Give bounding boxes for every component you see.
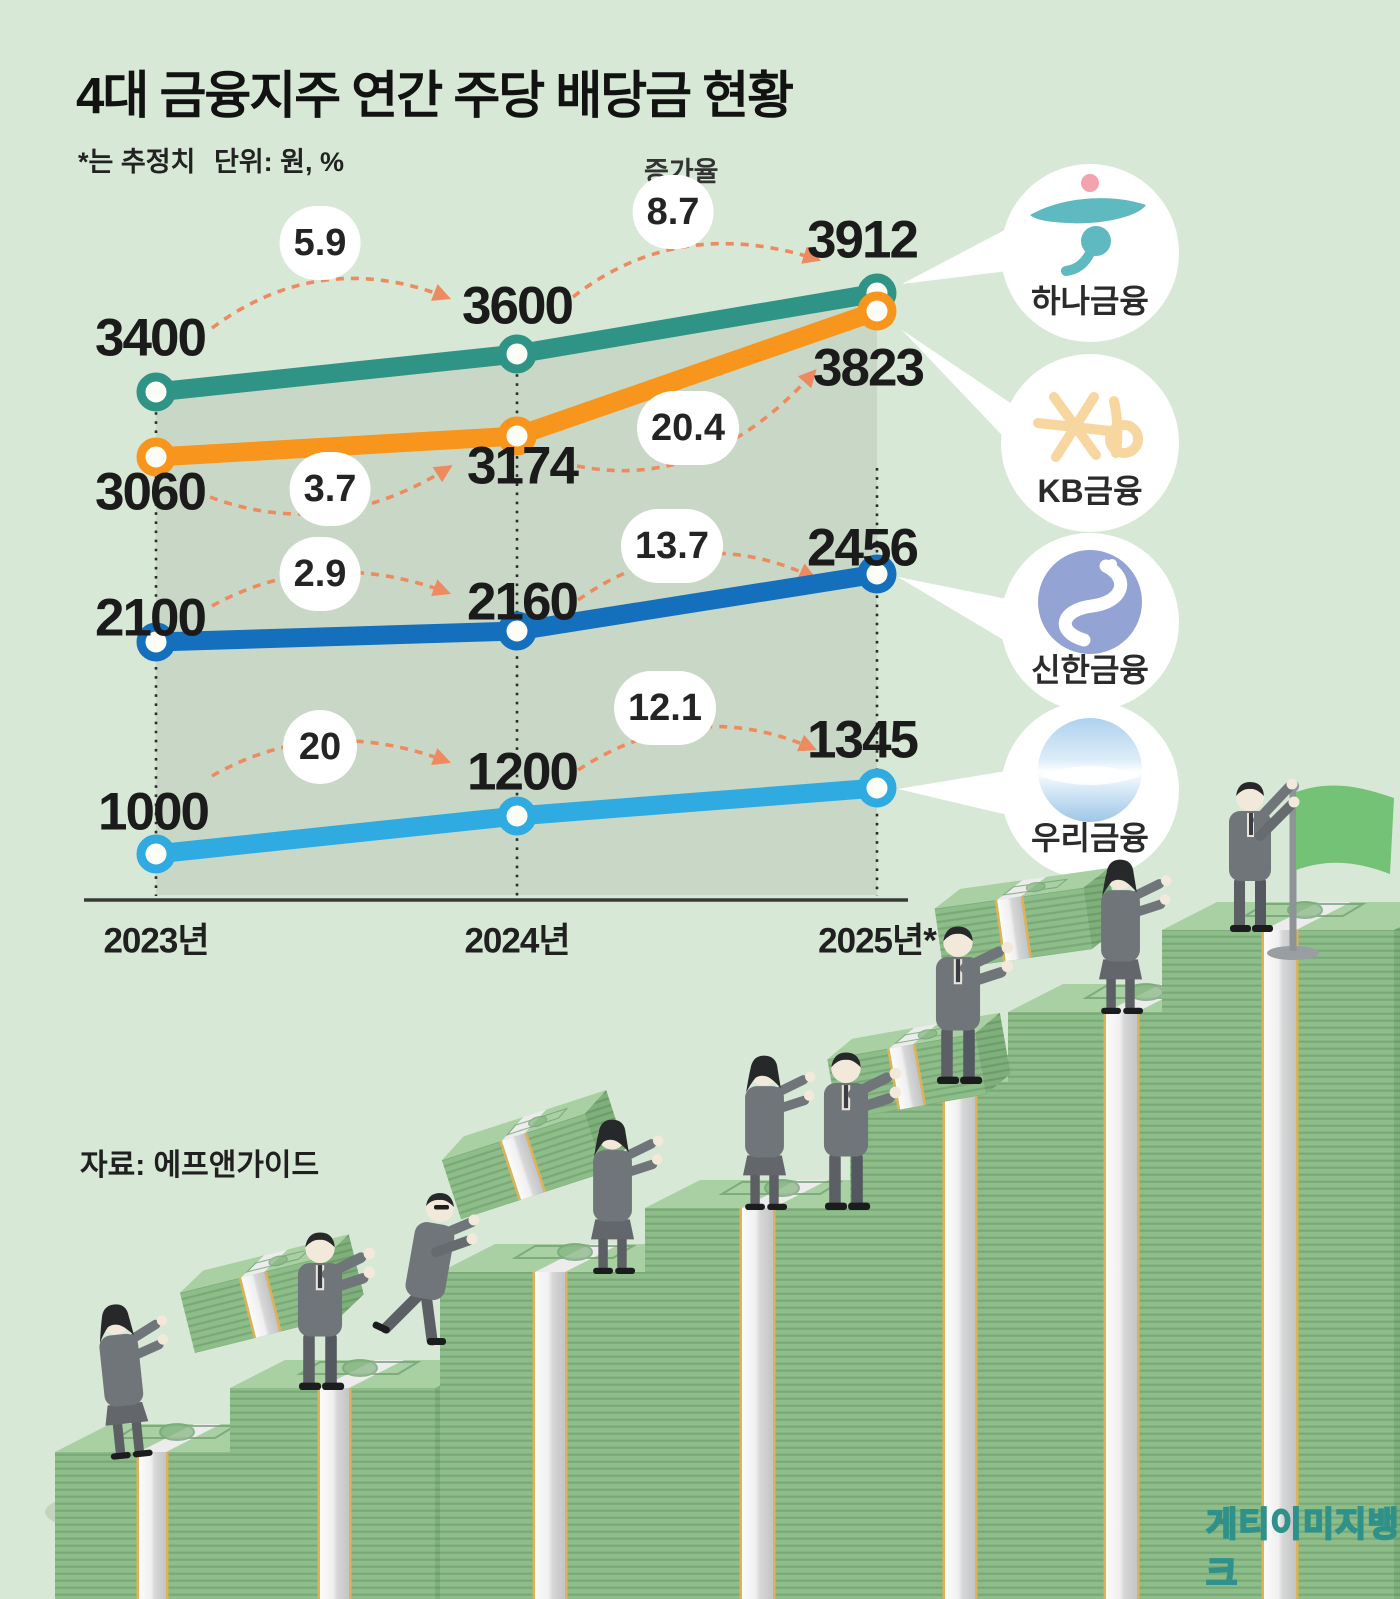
logo-pointer-kb: [902, 330, 1018, 452]
growth-bubble-kb-1: 3.7: [289, 452, 371, 526]
value-woori-2024: 1200: [467, 742, 579, 802]
woori-logo-icon: [1038, 718, 1142, 822]
shinhan-logo-icon: [1038, 550, 1142, 654]
unit-note: 단위: 원, %: [214, 147, 345, 177]
growth-bubble-woori-1: 20: [283, 710, 357, 784]
money-staircase-illustration: [45, 778, 1400, 1599]
arrow-woori-1: [211, 738, 452, 778]
value-kb-2023: 3060: [95, 462, 207, 522]
arrow-shinhan-1: [211, 570, 452, 608]
money-stack-7: [1162, 901, 1400, 1599]
data-points: [136, 273, 897, 874]
growth-bubble-woori-2: 12.1: [614, 671, 716, 745]
logo-label-hana: 하나금융: [1031, 283, 1149, 319]
logo-label-shinhan: 신한금융: [1031, 652, 1149, 688]
value-woori-2023: 1000: [98, 782, 210, 842]
getty-watermark: 게티이미지뱅크: [1205, 1505, 1400, 1594]
growth-bubble-hana-2: 8.7: [632, 175, 714, 249]
hana-logo-icon: [1030, 174, 1146, 276]
x-axis-label-2025: 2025년*: [818, 921, 937, 961]
year-gridlines: [154, 356, 879, 896]
value-hana-2024: 3600: [462, 276, 574, 336]
logo-pointer-woori: [898, 770, 1012, 816]
growth-bubble-kb-2: 20.4: [637, 391, 739, 465]
x-axis-label-2024: 2024년: [464, 921, 570, 961]
growth-bubble-shinhan-2: 13.7: [621, 509, 723, 583]
value-woori-2025: 1345: [807, 710, 919, 770]
value-shinhan-2024: 2160: [467, 572, 579, 632]
growth-bubble-hana-1: 5.9: [279, 206, 361, 280]
logo-pointer-shinhan: [898, 577, 1012, 645]
business-person-9: [1229, 778, 1300, 932]
business-person-3: [372, 1193, 480, 1346]
arrow-hana-1: [210, 276, 452, 330]
arrow-hana-2: [571, 241, 822, 299]
growth-bubble-shinhan-1: 2.9: [279, 537, 361, 611]
x-axis-label-2023: 2023년: [103, 921, 209, 961]
value-shinhan-2025: 2456: [807, 518, 919, 578]
source-label: 자료: 에프앤가이드: [80, 1149, 320, 1182]
kb-logo-icon: [1033, 392, 1143, 462]
estimate-note: *는 추정치: [78, 147, 196, 177]
logo-label-kb: KB금융: [1037, 473, 1143, 509]
value-hana-2023: 3400: [95, 308, 207, 368]
logo-pointer-hana: [902, 224, 1016, 284]
value-shinhan-2023: 2100: [95, 588, 207, 648]
value-kb-2024: 3174: [467, 436, 579, 496]
logo-label-woori: 우리금융: [1031, 820, 1149, 856]
page-title: 4대 금융지주 연간 주당 배당금 현황: [76, 67, 794, 124]
value-hana-2025: 3912: [807, 210, 919, 270]
value-kb-2025: 3823: [813, 338, 925, 398]
flag-icon: [1267, 780, 1394, 960]
company-logo-panel: [898, 164, 1179, 879]
